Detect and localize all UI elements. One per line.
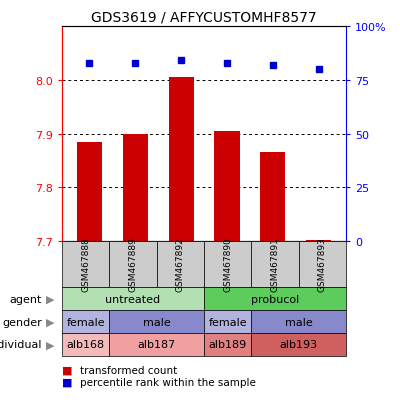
Text: agent: agent bbox=[10, 294, 42, 304]
Text: alb189: alb189 bbox=[208, 339, 247, 350]
Title: GDS3619 / AFFYCUSTOMHF8577: GDS3619 / AFFYCUSTOMHF8577 bbox=[91, 10, 317, 24]
Text: male: male bbox=[143, 317, 170, 327]
Text: individual: individual bbox=[0, 339, 42, 350]
Text: GSM467889: GSM467889 bbox=[128, 237, 138, 292]
Text: percentile rank within the sample: percentile rank within the sample bbox=[80, 377, 256, 387]
Text: GSM467888: GSM467888 bbox=[81, 237, 90, 292]
Text: untreated: untreated bbox=[106, 294, 160, 304]
Text: male: male bbox=[285, 317, 312, 327]
Text: GSM467892: GSM467892 bbox=[176, 237, 185, 292]
Text: transformed count: transformed count bbox=[80, 365, 177, 375]
Text: ▶: ▶ bbox=[46, 339, 54, 350]
Text: alb168: alb168 bbox=[67, 339, 105, 350]
Bar bbox=[123, 134, 148, 242]
Text: alb187: alb187 bbox=[138, 339, 176, 350]
Text: GSM467891: GSM467891 bbox=[270, 237, 280, 292]
Text: GSM467890: GSM467890 bbox=[223, 237, 232, 292]
Text: gender: gender bbox=[2, 317, 42, 327]
Text: ■: ■ bbox=[62, 377, 72, 387]
Text: probucol: probucol bbox=[251, 294, 299, 304]
Text: female: female bbox=[66, 317, 105, 327]
Bar bbox=[306, 240, 331, 242]
Text: GSM467893: GSM467893 bbox=[318, 237, 327, 292]
Text: female: female bbox=[208, 317, 247, 327]
Bar bbox=[214, 131, 240, 242]
Text: ▶: ▶ bbox=[46, 317, 54, 327]
Bar bbox=[260, 153, 285, 242]
Text: alb193: alb193 bbox=[280, 339, 318, 350]
Text: ▶: ▶ bbox=[46, 294, 54, 304]
Text: ■: ■ bbox=[62, 365, 72, 375]
Bar bbox=[168, 78, 194, 242]
Bar bbox=[77, 142, 102, 242]
